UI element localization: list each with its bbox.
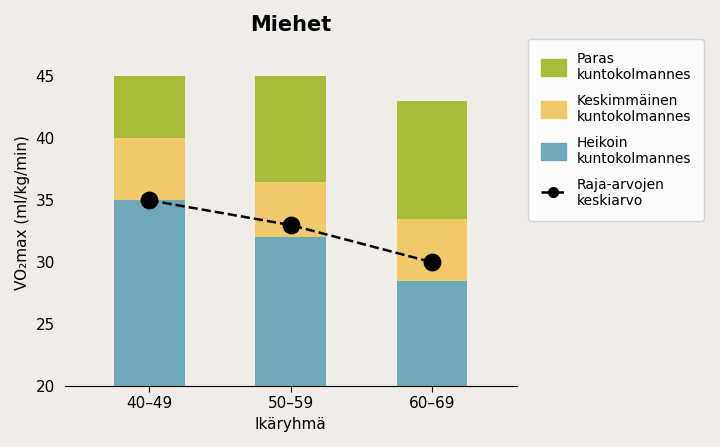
Bar bbox=[256, 237, 326, 386]
Bar bbox=[397, 101, 467, 219]
X-axis label: Ikäryhmä: Ikäryhmä bbox=[255, 417, 327, 432]
Title: Miehet: Miehet bbox=[250, 15, 331, 35]
Bar bbox=[397, 281, 467, 386]
Y-axis label: VO₂max (ml/kg/min): VO₂max (ml/kg/min) bbox=[15, 135, 30, 290]
Bar bbox=[397, 219, 467, 281]
Bar bbox=[256, 76, 326, 182]
Point bbox=[285, 221, 297, 228]
Point bbox=[426, 259, 438, 266]
Bar bbox=[256, 182, 326, 237]
Bar bbox=[114, 200, 185, 386]
Bar bbox=[114, 76, 185, 139]
Point bbox=[144, 197, 156, 204]
Legend: Paras
kuntokolmannes, Keskimmäinen
kuntokolmannes, Heikoin
kuntokolmannes, Raja-: Paras kuntokolmannes, Keskimmäinen kunto… bbox=[528, 39, 704, 220]
Bar bbox=[114, 139, 185, 200]
